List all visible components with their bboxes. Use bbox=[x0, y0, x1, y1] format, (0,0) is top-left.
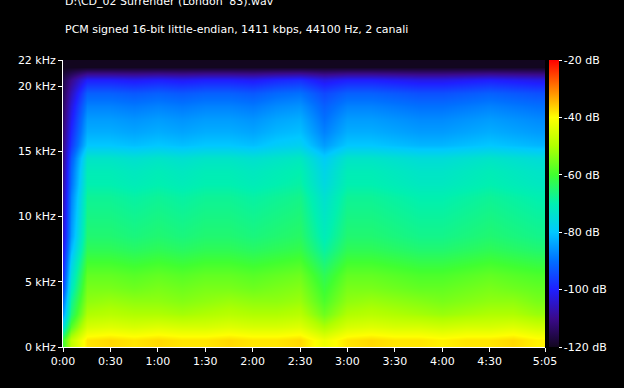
svg-text:3:30: 3:30 bbox=[383, 355, 408, 368]
svg-text:0 kHz: 0 kHz bbox=[25, 341, 56, 354]
svg-text:0:30: 0:30 bbox=[98, 355, 123, 368]
svg-text:4:00: 4:00 bbox=[430, 355, 455, 368]
svg-text:0:00: 0:00 bbox=[51, 355, 76, 368]
svg-text:PCM signed 16-bit little-endia: PCM signed 16-bit little-endian, 1411 kb… bbox=[65, 23, 408, 36]
svg-text:1:30: 1:30 bbox=[193, 355, 218, 368]
svg-text:-40 dB: -40 dB bbox=[564, 111, 600, 124]
svg-text:3:00: 3:00 bbox=[335, 355, 360, 368]
svg-text:-100 dB: -100 dB bbox=[564, 283, 607, 296]
svg-text:2:00: 2:00 bbox=[240, 355, 265, 368]
svg-text:-20 dB: -20 dB bbox=[564, 54, 600, 67]
svg-text:-80 dB: -80 dB bbox=[564, 226, 600, 239]
svg-text:D:\CD_02 Surrender (London '83: D:\CD_02 Surrender (London '83).wav bbox=[65, 0, 274, 8]
svg-text:20 kHz: 20 kHz bbox=[18, 80, 56, 93]
svg-text:22 kHz: 22 kHz bbox=[18, 54, 56, 67]
svg-text:2:30: 2:30 bbox=[288, 355, 313, 368]
svg-text:10 kHz: 10 kHz bbox=[18, 210, 56, 223]
svg-text:5 kHz: 5 kHz bbox=[25, 276, 56, 289]
svg-text:4:30: 4:30 bbox=[477, 355, 502, 368]
svg-text:15 kHz: 15 kHz bbox=[18, 145, 56, 158]
svg-text:-60 dB: -60 dB bbox=[564, 169, 600, 182]
svg-text:-120 dB: -120 dB bbox=[564, 341, 607, 354]
svg-text:1:00: 1:00 bbox=[145, 355, 170, 368]
svg-text:5:05: 5:05 bbox=[533, 355, 558, 368]
